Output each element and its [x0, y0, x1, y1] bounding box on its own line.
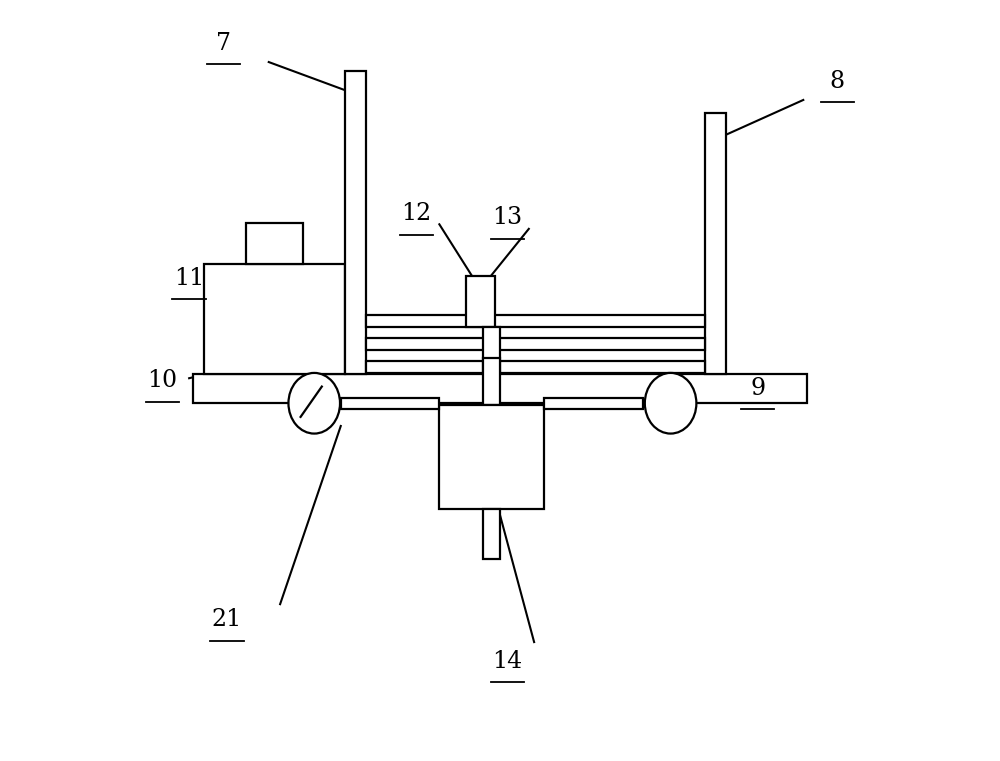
Text: 10: 10: [148, 369, 178, 392]
Bar: [705, 113, 726, 374]
Ellipse shape: [288, 373, 340, 434]
Bar: [366, 338, 705, 350]
Ellipse shape: [645, 373, 696, 434]
Text: 14: 14: [492, 650, 523, 673]
Bar: [246, 223, 303, 265]
Bar: [439, 405, 544, 509]
Bar: [366, 315, 705, 327]
Text: 9: 9: [750, 377, 765, 400]
Bar: [544, 398, 643, 409]
Bar: [366, 361, 705, 373]
Text: 21: 21: [212, 608, 242, 631]
Text: 11: 11: [174, 266, 204, 290]
Bar: [466, 276, 495, 327]
Text: 7: 7: [216, 32, 231, 55]
Bar: [483, 509, 500, 559]
Text: 8: 8: [830, 69, 845, 93]
Bar: [483, 327, 500, 374]
Bar: [345, 71, 366, 374]
Bar: [204, 265, 345, 374]
Bar: [483, 358, 500, 405]
Bar: [341, 398, 439, 409]
Text: 12: 12: [401, 202, 432, 225]
Bar: [193, 374, 807, 403]
Text: 13: 13: [493, 206, 523, 229]
